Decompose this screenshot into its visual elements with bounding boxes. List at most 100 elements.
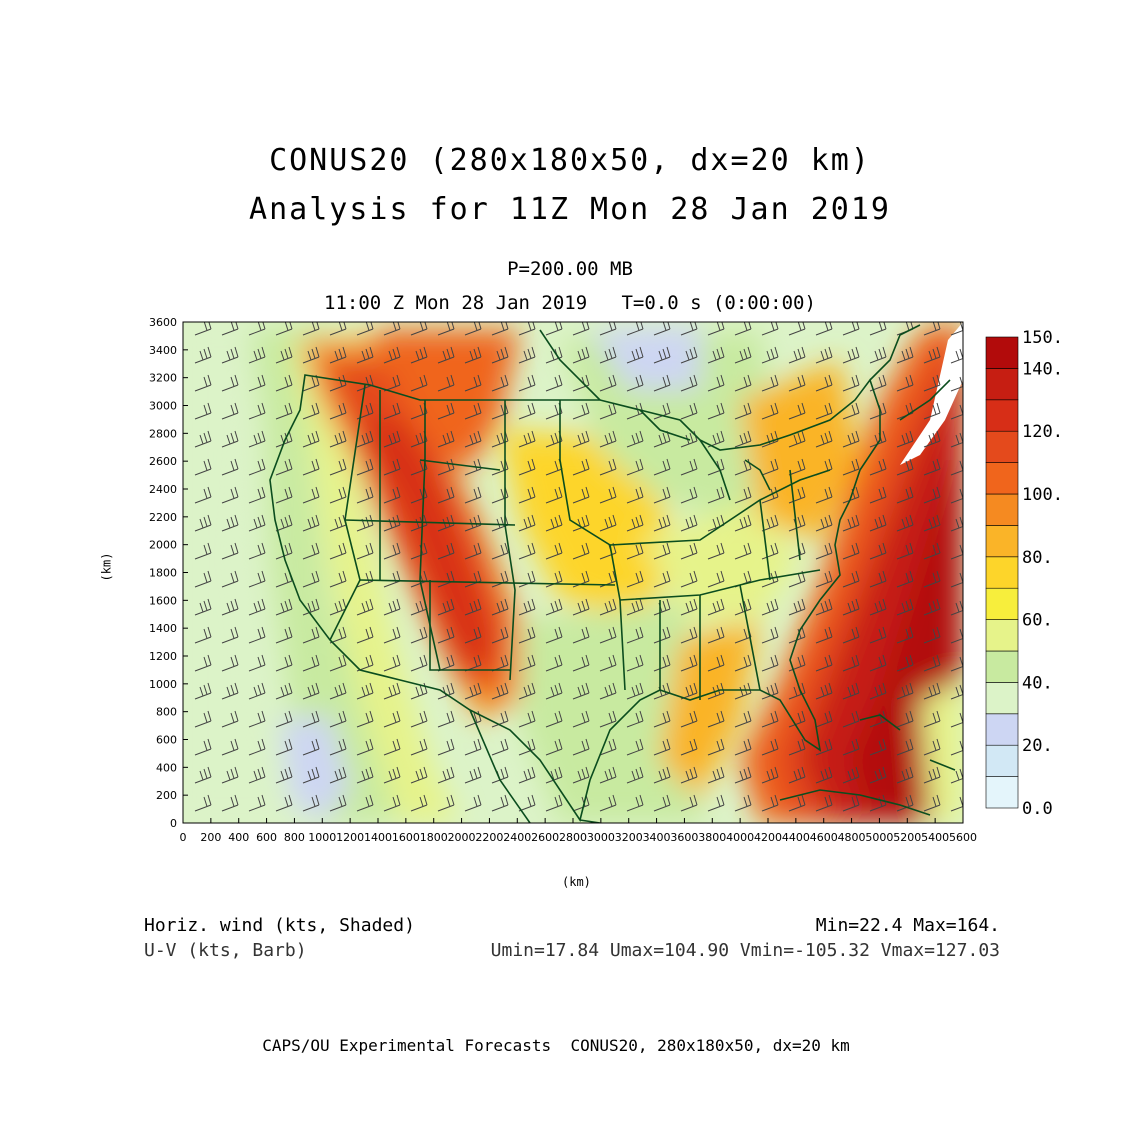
wind-barb (194, 710, 212, 728)
wind-barb (842, 458, 860, 476)
colorbar-label: 120. (1022, 422, 1063, 442)
x-tick-label: 3000 (587, 831, 615, 844)
wind-barb (788, 654, 806, 672)
wind-barb (545, 514, 563, 532)
wind-barb (923, 430, 941, 448)
wind-barb (869, 682, 887, 700)
wind-barb (356, 738, 374, 756)
wind-barb (572, 542, 590, 560)
wind-barb (896, 430, 914, 448)
wind-barb (383, 710, 401, 728)
wind-barb (734, 346, 752, 364)
x-tick-label: 3400 (643, 831, 671, 844)
footer-caption: CAPS/OU Experimental Forecasts CONUS20, … (262, 1036, 850, 1055)
wind-barb (734, 514, 752, 532)
wind-barb (302, 654, 320, 672)
wind-barb (356, 346, 374, 364)
wind-barb (356, 598, 374, 616)
wind-barb (680, 542, 698, 560)
wind-barb (626, 322, 644, 336)
x-tick-label: 200 (200, 831, 221, 844)
wind-barb (572, 682, 590, 700)
wind-barb (707, 430, 725, 448)
wind-barb (464, 766, 482, 784)
wind-barb (680, 346, 698, 364)
wind-barb (464, 374, 482, 392)
map-boundaries (269, 324, 956, 823)
wind-barb (923, 654, 941, 672)
wind-barb (599, 458, 617, 476)
wind-barb (437, 738, 455, 756)
wind-barb (680, 322, 698, 336)
wind-barb (734, 402, 752, 420)
wind-barb (653, 710, 671, 728)
wind-barb (302, 710, 320, 728)
wind-barb (653, 654, 671, 672)
wind-barb (923, 570, 941, 588)
wind-barb (761, 430, 779, 448)
wind-barb (383, 626, 401, 644)
wind-barb (302, 346, 320, 364)
wind-barb (437, 766, 455, 784)
wind-barb (194, 654, 212, 672)
wind-barb (599, 322, 617, 336)
wind-barb (599, 514, 617, 532)
wind-barb (302, 794, 320, 812)
wind-barb (815, 794, 833, 812)
wind-barb (626, 766, 644, 784)
wind-barb (707, 710, 725, 728)
wind-barb (437, 682, 455, 700)
colorbar-label: 60. (1022, 611, 1053, 631)
wind-barb (761, 598, 779, 616)
colorbar-swatch (985, 368, 1019, 401)
y-tick-label: 2600 (149, 455, 177, 468)
valid-time: 11:00 Z Mon 28 Jan 2019 T=0.0 s (0:00:00… (324, 292, 816, 314)
wind-barb (491, 514, 509, 532)
wind-barb (329, 458, 347, 476)
wind-barb (572, 598, 590, 616)
wind-barb (410, 374, 428, 392)
wind-barb (194, 738, 212, 756)
y-tick-label: 3400 (149, 344, 177, 357)
wind-barb (437, 626, 455, 644)
wind-barb (572, 458, 590, 476)
wind-barb (896, 654, 914, 672)
wind-barb (788, 430, 806, 448)
wind-barb (572, 322, 590, 336)
wind-barb (923, 486, 941, 504)
colorbar: 150. 140. 120. 100. 80. 60. 40. 20. 0.0 (985, 328, 1063, 819)
wind-barb (626, 570, 644, 588)
wind-barb (221, 570, 239, 588)
y-tick-label: 3600 (149, 316, 177, 329)
wind-barb (464, 626, 482, 644)
x-tick-label: 1000 (308, 831, 336, 844)
colorbar-swatch (985, 336, 1019, 369)
wind-barbs (194, 322, 963, 812)
y-tick-label: 1000 (149, 678, 177, 691)
wind-barb (275, 598, 293, 616)
wind-barb (869, 458, 887, 476)
y-tick-label: 1400 (149, 622, 177, 635)
colorbar-label: 100. (1022, 485, 1063, 505)
wind-barb (842, 682, 860, 700)
wind-barb (599, 654, 617, 672)
wind-barb (518, 598, 536, 616)
wind-barb (599, 710, 617, 728)
wind-barb (653, 738, 671, 756)
wind-barb (221, 542, 239, 560)
wind-barb (842, 346, 860, 364)
wind-barb (815, 626, 833, 644)
x-tick-label: 4800 (838, 831, 866, 844)
wind-barb (302, 682, 320, 700)
wind-barb (572, 626, 590, 644)
wind-barb (437, 710, 455, 728)
y-axis-ticks: 0 200 400 600 800 1000 1200 1400 1600 1800 2000 220… (149, 316, 188, 830)
wind-barb (653, 542, 671, 560)
wind-barb (653, 458, 671, 476)
wind-barb (518, 458, 536, 476)
colorbar-swatch (985, 493, 1019, 526)
colorbar-label: 40. (1022, 673, 1053, 693)
wind-barb (572, 402, 590, 420)
wind-barb (896, 346, 914, 364)
wind-barb (302, 430, 320, 448)
